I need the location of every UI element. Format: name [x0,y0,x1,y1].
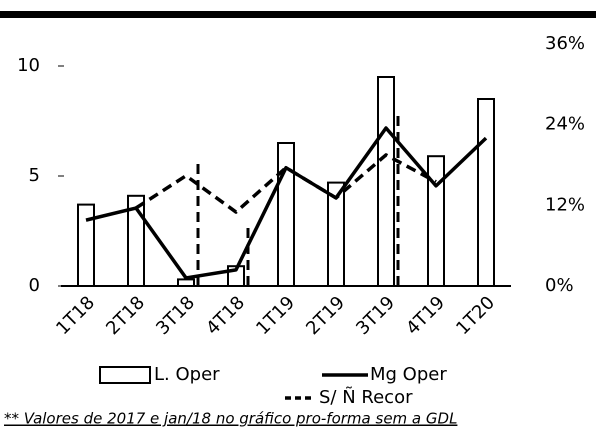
x-tick-label: 1T20 [452,292,499,339]
legend-label: Mg Oper [370,364,447,385]
line [135,153,437,214]
y-tick-label: 10 [17,55,40,76]
x-tick-label: 1T19 [252,292,299,339]
top-rule [0,11,596,18]
bar [377,76,395,287]
legend-label: L. Oper [154,364,220,385]
legend-label: S/ Ñ Recor [319,386,413,408]
y-tick-label: 5 [29,165,40,186]
bar [477,98,495,287]
bar [77,203,95,288]
bar [277,142,295,287]
footnote: ** Valores de 2017 e jan/18 no gráfico p… [4,410,457,428]
x-tick-label: 4T18 [202,292,249,339]
bar [427,155,445,287]
bar [127,194,145,287]
x-tick-label: 2T19 [302,292,349,339]
y-tick-label: 0 [29,275,40,296]
legend-swatch [99,366,151,384]
line [85,126,488,280]
y2-tick-label: 12% [545,194,585,215]
y2-tick-label: 36% [545,33,585,54]
bar [327,181,345,288]
y2-tick-label: 24% [545,114,585,135]
y2-tick-label: 0% [545,275,574,296]
x-tick-label: 3T18 [152,292,199,339]
x-tick-label: 3T19 [352,292,399,339]
x-tick-label: 4T19 [402,292,449,339]
x-tick-label: 2T18 [102,292,149,339]
bar [177,278,195,287]
x-tick-label: 1T18 [52,292,99,339]
